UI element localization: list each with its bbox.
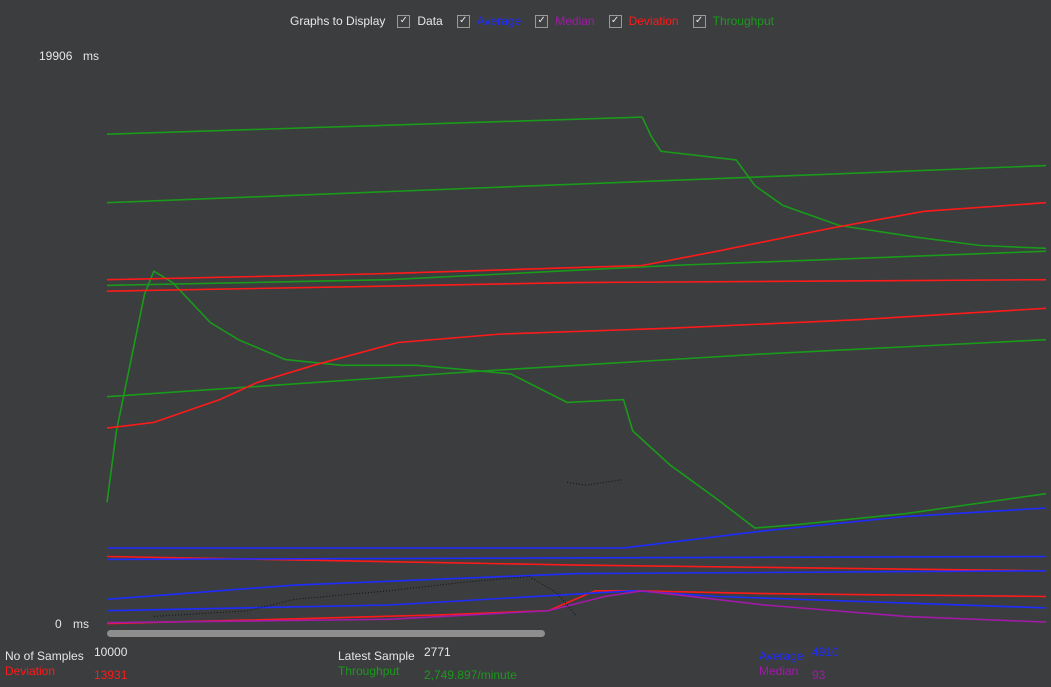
y-axis-max-unit: ms xyxy=(83,49,99,63)
checkbox-deviation[interactable]: ✓ xyxy=(608,14,622,28)
toggle-average-label: Average xyxy=(476,14,522,28)
average-label: Average xyxy=(759,649,804,663)
series-average-11 xyxy=(107,507,1047,549)
series-throughput-3 xyxy=(106,250,1047,287)
throughput-label: Throughput xyxy=(338,664,400,678)
toggle-deviation[interactable]: ✓ Deviation xyxy=(608,14,679,28)
toggle-throughput-label: Throughput xyxy=(712,14,774,28)
checkbox-median[interactable]: ✓ xyxy=(535,14,549,28)
checkbox-average[interactable]: ✓ xyxy=(456,14,470,28)
series-throughput-4 xyxy=(106,338,1047,398)
checkbox-throughput[interactable]: ✓ xyxy=(692,14,706,28)
samples-label: No of Samples xyxy=(5,649,84,663)
throughput-value: 2,749.897/minute xyxy=(424,668,517,682)
series-data-17 xyxy=(567,479,624,486)
series-data-16 xyxy=(153,575,577,617)
average-value: 4910 xyxy=(812,645,839,659)
latest-sample-value: 2771 xyxy=(424,645,451,659)
graphs-to-display-bar: Graphs to Display ✓ Data ✓ Average ✓ Med… xyxy=(290,12,788,30)
series-throughput-0 xyxy=(106,116,643,135)
series-throughput-5 xyxy=(106,270,1047,529)
toggle-median-label: Median xyxy=(555,14,595,28)
deviation-label: Deviation xyxy=(5,664,56,678)
toggle-average[interactable]: ✓ Average xyxy=(456,14,522,28)
series-throughput-1 xyxy=(106,164,1047,204)
toggle-deviation-label: Deviation xyxy=(628,14,679,28)
series-average-13 xyxy=(106,570,1047,601)
samples-value: 10000 xyxy=(94,645,128,659)
series-deviation-8 xyxy=(106,307,1047,429)
toggle-throughput[interactable]: ✓ Throughput xyxy=(692,14,774,28)
series-deviation-10 xyxy=(106,589,1047,625)
graphs-to-display-label: Graphs to Display xyxy=(290,14,386,28)
series-deviation-7 xyxy=(106,278,1047,292)
series-deviation-6 xyxy=(106,201,1047,281)
median-value: 93 xyxy=(812,668,826,682)
toggle-median[interactable]: ✓ Median xyxy=(535,14,595,28)
checkbox-data[interactable]: ✓ xyxy=(397,14,411,28)
series-median-15 xyxy=(106,589,1047,624)
graph-horizontal-scrollbar[interactable] xyxy=(107,630,545,637)
series-average-12 xyxy=(106,555,1047,561)
series-throughput-2 xyxy=(641,116,1047,250)
toggle-data[interactable]: ✓ Data xyxy=(397,14,443,28)
median-label: Median xyxy=(759,664,799,678)
latest-sample-label: Latest Sample xyxy=(338,649,415,663)
response-time-graph xyxy=(106,116,1047,625)
series-average-14 xyxy=(106,589,1047,612)
y-axis-max-label: 19906 xyxy=(39,49,73,63)
y-axis-min-label: 0 xyxy=(55,617,62,631)
toggle-data-label: Data xyxy=(417,14,443,28)
y-axis-min-unit: ms xyxy=(73,617,89,631)
deviation-value: 13931 xyxy=(94,668,128,682)
